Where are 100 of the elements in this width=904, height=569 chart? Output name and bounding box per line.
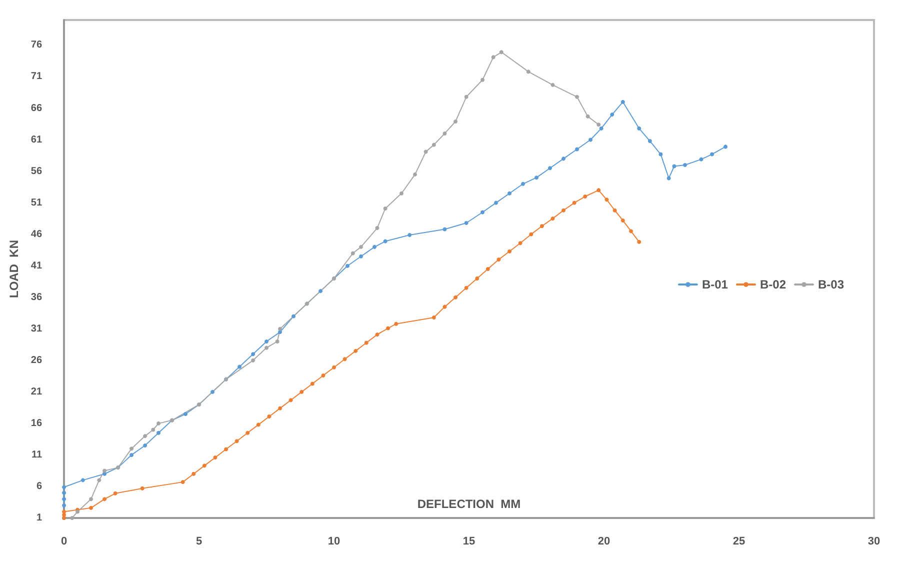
point [300, 390, 304, 394]
point [699, 157, 704, 162]
y-tick-label: 31 [30, 323, 42, 334]
point [143, 434, 148, 438]
y-tick-label: 16 [30, 418, 42, 429]
point [346, 264, 350, 268]
point [256, 422, 260, 427]
y-tick-label: 61 [30, 134, 42, 146]
x-tick-label: 30 [868, 536, 880, 548]
point [562, 156, 566, 161]
x-axis-title: DEFLECTION MM [417, 497, 521, 511]
point [113, 491, 118, 496]
point [62, 512, 66, 517]
point [620, 100, 625, 104]
point [710, 152, 714, 156]
point [454, 119, 458, 124]
point [454, 295, 458, 300]
point [518, 241, 522, 246]
point [210, 390, 215, 394]
point [102, 497, 107, 502]
point [62, 485, 66, 490]
point [724, 144, 728, 149]
point [318, 289, 323, 294]
point [156, 421, 161, 426]
x-tick-label: 25 [732, 536, 746, 548]
point [359, 244, 364, 249]
point [496, 258, 501, 262]
point [648, 139, 652, 144]
point [143, 444, 148, 448]
point [408, 232, 412, 237]
point [672, 164, 676, 168]
point [321, 374, 326, 378]
point [610, 112, 614, 117]
y-tick-label: 56 [30, 166, 42, 177]
point [540, 224, 544, 228]
point [583, 194, 588, 199]
point [442, 227, 447, 232]
point [480, 78, 485, 82]
point [629, 229, 634, 234]
point [424, 150, 428, 154]
point [80, 478, 85, 482]
point [62, 490, 66, 495]
point [572, 200, 576, 205]
x-tick-label: 15 [462, 536, 476, 548]
point [529, 232, 534, 236]
point [102, 468, 107, 473]
point [62, 503, 66, 508]
point [413, 172, 418, 176]
point [224, 447, 228, 452]
point [375, 226, 380, 230]
point [534, 176, 539, 180]
point [683, 162, 688, 167]
point [354, 348, 358, 353]
point [375, 332, 380, 337]
point [264, 346, 269, 350]
point [475, 276, 480, 280]
point [292, 314, 296, 318]
point [184, 412, 188, 416]
point [508, 249, 512, 254]
y-tick-label: 11 [31, 449, 42, 460]
point [213, 455, 218, 460]
point [278, 406, 282, 410]
point [89, 497, 94, 502]
point [372, 244, 377, 249]
point [494, 200, 498, 205]
point [658, 152, 663, 156]
point [526, 70, 530, 74]
point [310, 382, 314, 386]
point [612, 208, 617, 212]
point [151, 428, 156, 432]
point [386, 326, 390, 330]
point [140, 486, 144, 490]
y-tick-label: 66 [30, 102, 42, 114]
point [508, 191, 512, 196]
legend-label: B-01 [702, 278, 728, 292]
y-tick-label: 1 [36, 512, 42, 524]
point [548, 166, 552, 170]
point [394, 322, 398, 326]
point [278, 326, 282, 331]
point [432, 142, 436, 147]
point [499, 50, 504, 54]
point [637, 126, 642, 130]
y-tick-label: 51 [30, 197, 42, 208]
point [89, 506, 94, 510]
point [342, 357, 347, 362]
y-axis-title: LOAD KN [7, 240, 21, 298]
legend-label: B-02 [760, 278, 786, 292]
point [267, 414, 272, 419]
point [596, 122, 601, 127]
point [550, 216, 555, 221]
point [156, 430, 161, 435]
x-tick-label: 0 [60, 536, 68, 548]
point [234, 439, 239, 444]
y-tick-label: 76 [30, 40, 42, 51]
x-tick-label: 5 [196, 536, 202, 548]
y-tick-label: 26 [30, 354, 42, 366]
point [332, 365, 336, 370]
point [275, 339, 280, 344]
point [550, 82, 555, 87]
point [666, 176, 671, 180]
